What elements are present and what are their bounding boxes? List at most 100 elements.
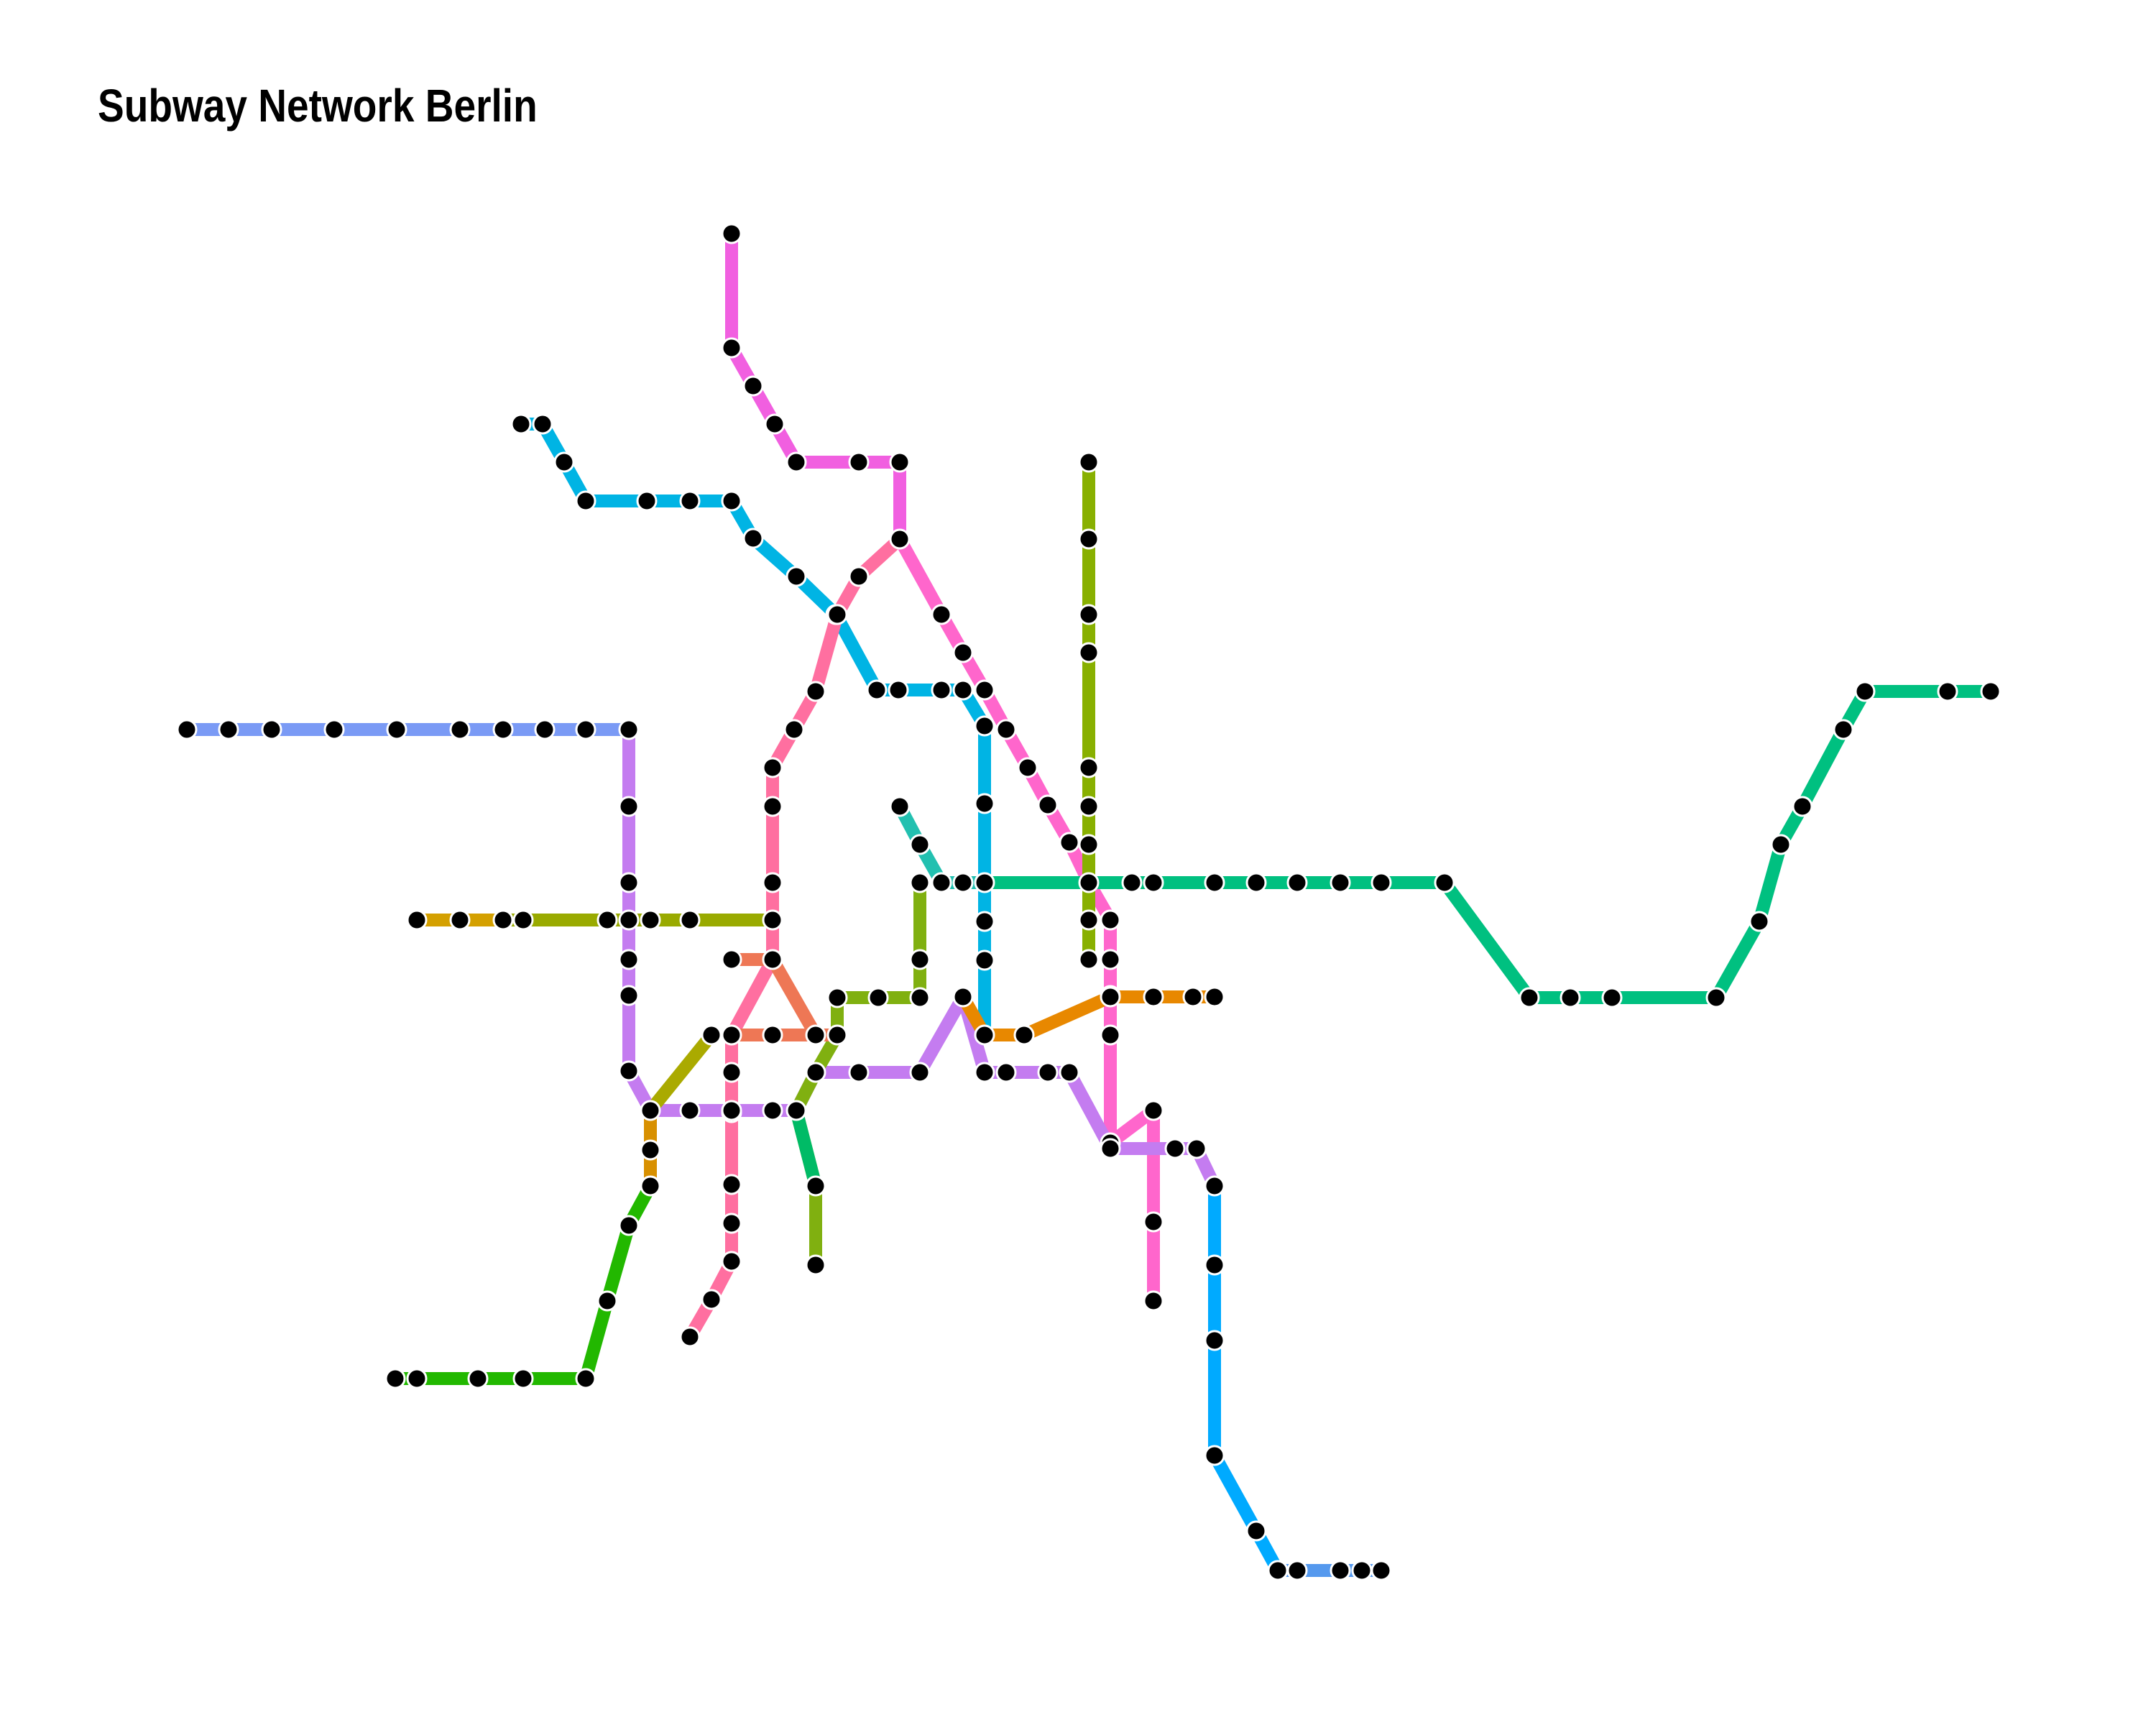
station-marker[interactable]: [679, 1326, 701, 1348]
station-marker[interactable]: [721, 1100, 742, 1121]
station-marker[interactable]: [805, 1175, 826, 1197]
station-marker[interactable]: [701, 1024, 722, 1046]
subway-line-u16[interactable]: [645, 1031, 717, 1115]
station-marker[interactable]: [176, 719, 198, 740]
station-marker[interactable]: [721, 1174, 742, 1195]
station-marker[interactable]: [909, 987, 931, 1008]
station-marker[interactable]: [1204, 872, 1225, 893]
station-marker[interactable]: [762, 872, 783, 893]
station-marker[interactable]: [826, 604, 848, 625]
station-marker[interactable]: [512, 1368, 534, 1389]
station-marker[interactable]: [1833, 719, 1854, 740]
station-marker[interactable]: [510, 413, 532, 435]
station-marker[interactable]: [764, 413, 786, 435]
station-marker[interactable]: [1245, 1520, 1267, 1542]
station-marker[interactable]: [848, 451, 870, 473]
station-marker[interactable]: [974, 949, 995, 971]
station-marker[interactable]: [636, 490, 658, 512]
station-marker[interactable]: [974, 715, 995, 737]
subway-line-u17[interactable]: [1208, 1186, 1381, 1577]
station-marker[interactable]: [1017, 757, 1038, 778]
station-marker[interactable]: [1519, 987, 1540, 1008]
station-marker[interactable]: [909, 949, 931, 970]
station-marker[interactable]: [534, 719, 556, 740]
station-marker[interactable]: [974, 793, 995, 814]
station-marker[interactable]: [618, 1060, 640, 1082]
station-marker[interactable]: [492, 719, 514, 740]
station-marker[interactable]: [1245, 872, 1267, 893]
station-marker[interactable]: [889, 451, 911, 473]
station-marker[interactable]: [805, 1254, 826, 1276]
station-marker[interactable]: [848, 566, 870, 587]
station-marker[interactable]: [1078, 451, 1100, 473]
station-marker[interactable]: [618, 1215, 640, 1236]
station-marker[interactable]: [826, 987, 848, 1008]
station-marker[interactable]: [406, 1368, 428, 1389]
station-marker[interactable]: [1601, 987, 1623, 1008]
station-marker[interactable]: [1560, 987, 1581, 1008]
station-marker[interactable]: [575, 719, 596, 740]
station-marker[interactable]: [261, 719, 282, 740]
station-marker[interactable]: [575, 1368, 596, 1389]
station-marker[interactable]: [701, 1289, 722, 1310]
station-marker[interactable]: [1286, 872, 1308, 893]
station-marker[interactable]: [640, 1175, 661, 1197]
station-marker[interactable]: [384, 1368, 406, 1389]
station-marker[interactable]: [1770, 834, 1792, 855]
station-marker[interactable]: [1078, 604, 1100, 625]
station-marker[interactable]: [1143, 1211, 1164, 1233]
station-marker[interactable]: [1286, 1560, 1308, 1581]
station-marker[interactable]: [386, 719, 407, 740]
station-marker[interactable]: [721, 1024, 742, 1046]
station-marker[interactable]: [1937, 681, 1958, 702]
station-marker[interactable]: [1100, 909, 1121, 931]
station-marker[interactable]: [805, 681, 826, 702]
station-marker[interactable]: [1078, 834, 1100, 855]
station-marker[interactable]: [805, 1024, 826, 1046]
station-marker[interactable]: [1037, 1062, 1059, 1083]
station-marker[interactable]: [1330, 1560, 1351, 1581]
station-marker[interactable]: [1100, 949, 1121, 970]
station-marker[interactable]: [742, 528, 764, 549]
station-marker[interactable]: [1854, 681, 1876, 702]
subway-line-u20[interactable]: [790, 1108, 822, 1188]
station-marker[interactable]: [974, 872, 995, 893]
station-marker[interactable]: [596, 1290, 618, 1312]
subway-line-u12[interactable]: [957, 990, 1215, 1041]
station-marker[interactable]: [995, 1062, 1017, 1083]
station-marker[interactable]: [1434, 872, 1455, 893]
station-marker[interactable]: [762, 909, 783, 931]
station-marker[interactable]: [974, 679, 995, 701]
station-marker[interactable]: [1204, 1330, 1225, 1351]
station-marker[interactable]: [1100, 986, 1121, 1008]
station-marker[interactable]: [909, 1062, 931, 1083]
station-marker[interactable]: [931, 679, 952, 701]
station-marker[interactable]: [783, 719, 805, 740]
station-marker[interactable]: [721, 1062, 742, 1083]
station-marker[interactable]: [1143, 1290, 1164, 1312]
station-marker[interactable]: [532, 413, 553, 435]
station-marker[interactable]: [762, 1024, 783, 1046]
station-marker[interactable]: [931, 604, 952, 625]
station-marker[interactable]: [1182, 986, 1204, 1008]
station-marker[interactable]: [1204, 1254, 1225, 1276]
station-marker[interactable]: [721, 490, 742, 512]
station-marker[interactable]: [1078, 872, 1100, 893]
station-marker[interactable]: [618, 909, 640, 931]
station-marker[interactable]: [640, 1100, 661, 1121]
station-marker[interactable]: [449, 909, 471, 931]
station-marker[interactable]: [786, 566, 807, 587]
station-marker[interactable]: [1121, 872, 1143, 893]
station-marker[interactable]: [1749, 911, 1770, 932]
station-marker[interactable]: [512, 909, 534, 931]
station-marker[interactable]: [492, 909, 514, 931]
station-marker[interactable]: [1100, 1024, 1121, 1046]
station-marker[interactable]: [742, 375, 764, 397]
station-marker[interactable]: [721, 223, 742, 244]
station-marker[interactable]: [1059, 1062, 1080, 1083]
station-marker[interactable]: [762, 796, 783, 817]
station-marker[interactable]: [1100, 1138, 1121, 1159]
station-marker[interactable]: [1037, 794, 1059, 816]
station-marker[interactable]: [1078, 642, 1100, 663]
